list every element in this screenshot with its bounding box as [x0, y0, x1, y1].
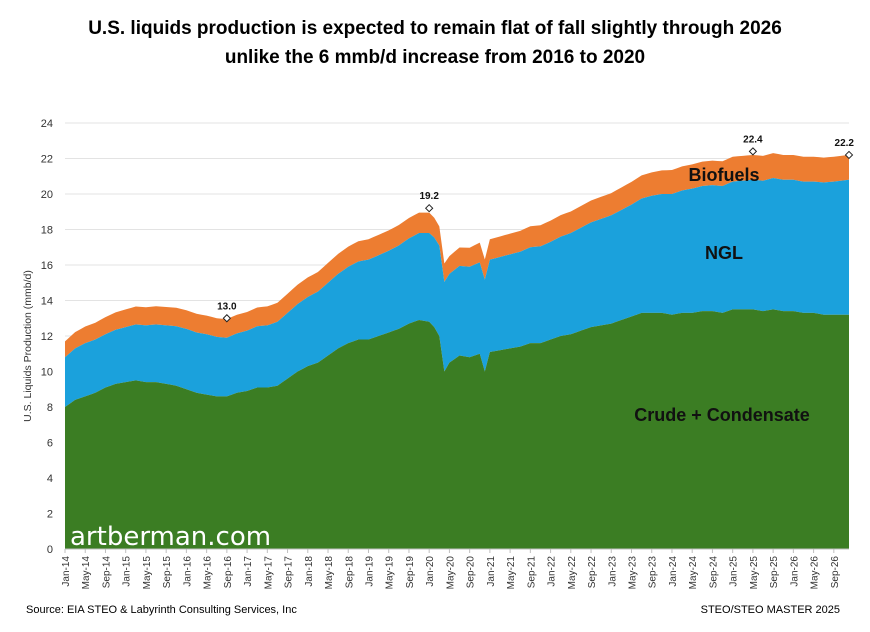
x-tick-label: Jan-17 — [243, 556, 254, 587]
annotation-marker — [748, 147, 758, 156]
x-tick-label: Jan-18 — [304, 556, 315, 587]
chart-title-line-1: U.S. liquids production is expected to r… — [88, 18, 782, 39]
x-tick-label: Jan-26 — [789, 556, 800, 587]
x-tick-label: Sep-14 — [101, 556, 112, 589]
master-note: STEO/STEO MASTER 2025 — [700, 604, 840, 616]
x-tick-label: May-24 — [688, 556, 699, 590]
annotation-label: 22.4 — [743, 134, 763, 145]
y-tick-label: 22 — [41, 154, 53, 166]
x-tick-label: May-17 — [263, 556, 274, 590]
x-tick-label: May-14 — [81, 556, 92, 590]
x-tick-label: May-15 — [142, 556, 153, 590]
x-tick-label: Sep-21 — [526, 556, 537, 589]
x-tick-label: May-26 — [810, 556, 821, 590]
x-tick-label: Sep-19 — [405, 556, 416, 589]
x-tick-label: Sep-20 — [466, 556, 477, 589]
x-tick-label: Jan-25 — [729, 556, 740, 587]
x-tick-label: Jan-24 — [668, 556, 679, 587]
source-note: Source: EIA STEO & Labyrinth Consulting … — [26, 604, 297, 616]
y-tick-label: 6 — [47, 438, 53, 450]
plot-areas — [65, 153, 849, 549]
x-tick-label: Jan-14 — [61, 556, 72, 587]
y-tick-label: 14 — [41, 296, 53, 308]
y-tick-label: 16 — [41, 260, 53, 272]
x-tick-label: Jan-16 — [182, 556, 193, 587]
annotation-label: 13.0 — [217, 301, 237, 312]
x-tick-label: Jan-20 — [425, 556, 436, 587]
annotation-label: 19.2 — [419, 191, 439, 202]
x-tick-label: May-25 — [749, 556, 760, 590]
x-tick-label: Sep-16 — [223, 556, 234, 589]
x-tick-label: Sep-23 — [648, 556, 659, 589]
y-tick-label: 10 — [41, 367, 53, 379]
y-axis-title: U.S. Liquids Production (mmb/d) — [22, 270, 34, 422]
y-tick-label: 12 — [41, 331, 53, 343]
annotation-label: 22.2 — [835, 138, 855, 149]
x-tick-label: May-21 — [506, 556, 517, 590]
ngl-area-label: NGL — [705, 243, 743, 263]
crude-condensate-area — [65, 309, 849, 549]
annotation-marker — [424, 203, 434, 213]
biofuels-area — [65, 153, 849, 358]
y-tick-label: 0 — [47, 544, 53, 556]
x-tick-label: May-22 — [567, 556, 578, 590]
ngl-area — [65, 178, 849, 407]
x-tick-label: Sep-15 — [162, 556, 173, 589]
y-tick-label: 4 — [47, 473, 53, 485]
x-tick-label: Jan-22 — [547, 556, 558, 587]
x-tick-label: Sep-25 — [769, 556, 780, 589]
data-annotations: 13.0 19.2 22.4 22.2 — [217, 134, 855, 323]
x-tick-label: May-23 — [628, 556, 639, 590]
x-tick-label: May-18 — [324, 556, 335, 590]
chart-title-line-2: unlike the 6 mmb/d increase from 2016 to… — [224, 47, 646, 68]
y-tick-label: 18 — [41, 225, 53, 237]
x-tick-label: Jan-15 — [122, 556, 133, 587]
x-tick-label: Jan-23 — [607, 556, 618, 587]
crude-area-label: Crude + Condensate — [634, 405, 810, 425]
x-tick-label: Sep-22 — [587, 556, 598, 589]
y-tick-label: 20 — [41, 189, 53, 201]
y-tick-label: 24 — [41, 118, 53, 130]
biofuels-area-label: Biofuels — [688, 165, 759, 185]
x-tick-label: Sep-17 — [284, 556, 295, 589]
x-tick-label: Sep-18 — [344, 556, 355, 589]
annotation-marker — [222, 314, 232, 323]
x-tick-label: May-20 — [445, 556, 456, 590]
x-tick-label: Jan-21 — [486, 556, 497, 587]
x-tick-label: May-16 — [203, 556, 214, 590]
watermark: artberman.com — [70, 522, 271, 552]
annotation-marker — [844, 150, 854, 160]
x-tick-label: Jan-19 — [364, 556, 375, 587]
x-tick-label: May-19 — [385, 556, 396, 590]
chart-title: U.S. liquids production is expected to r… — [0, 14, 870, 72]
y-tick-label: 2 — [47, 509, 53, 521]
y-tick-label: 8 — [47, 402, 53, 414]
x-tick-label: Sep-24 — [708, 556, 719, 589]
x-tick-label: Sep-26 — [830, 556, 841, 589]
x-axis-ticks: Jan-14 May-14 Sep-14 Jan-15 May-15 Sep-15 Jan-… — [61, 549, 841, 589]
